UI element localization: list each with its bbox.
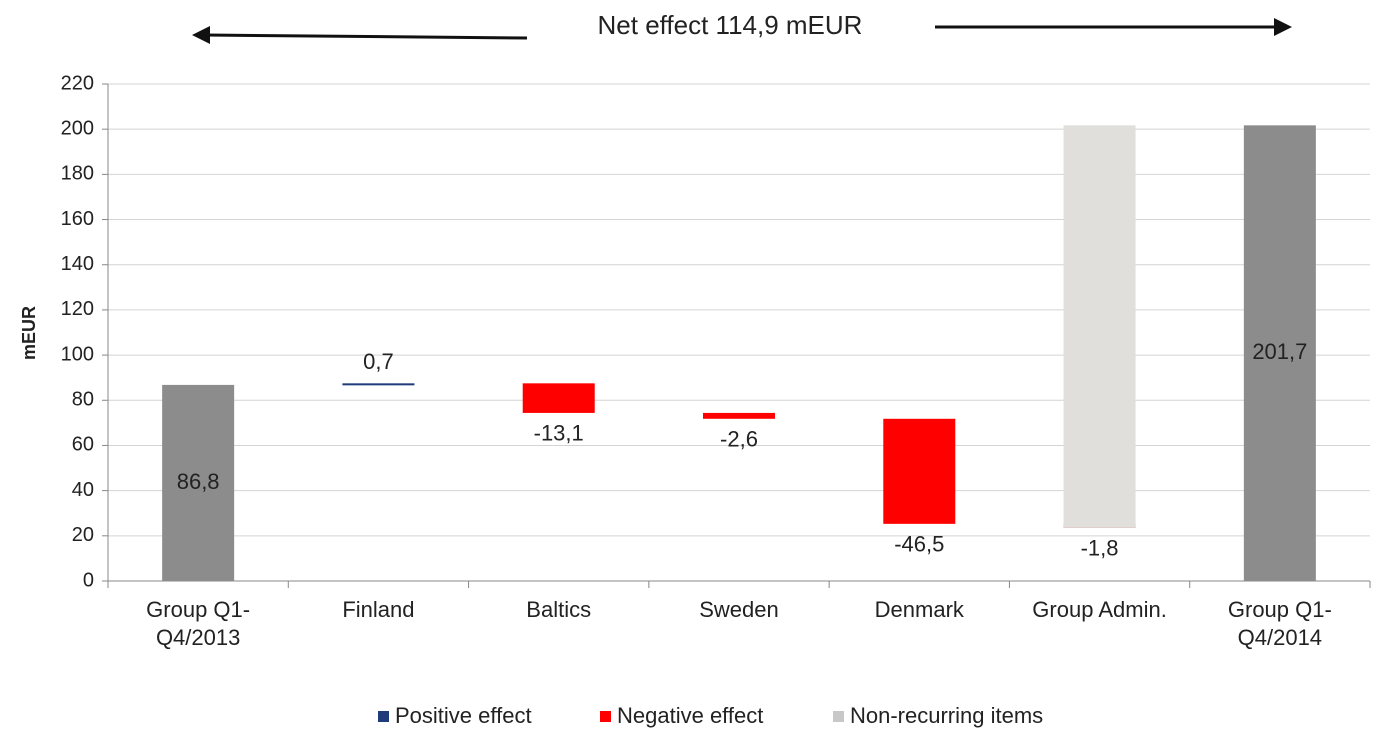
x-tick-label: Baltics xyxy=(526,597,592,622)
bar xyxy=(703,412,775,419)
y-axis-label: mEUR xyxy=(19,306,39,360)
x-tick-label: Finland xyxy=(342,597,415,622)
x-tick-label: Sweden xyxy=(699,597,779,622)
data-label: -1,8 xyxy=(1081,536,1119,561)
data-label: -46,5 xyxy=(894,532,944,557)
x-tick-label: Group Q1-Q4/2014 xyxy=(1227,597,1332,650)
data-label: -2,6 xyxy=(720,427,758,452)
y-tick-label: 220 xyxy=(61,72,94,94)
y-tick-label: 100 xyxy=(61,343,94,365)
y-tick-label: 40 xyxy=(72,479,94,501)
data-label: 0,7 xyxy=(363,349,394,374)
y-tick-label: 120 xyxy=(61,298,94,320)
y-tick-label: 200 xyxy=(61,117,94,139)
x-tick-label: Group Q1-Q4/2013 xyxy=(146,597,251,650)
y-tick-label: 60 xyxy=(72,434,94,456)
legend-label: Positive effect xyxy=(395,703,532,728)
y-tick-label: 0 xyxy=(83,569,94,591)
y-tick-label: 180 xyxy=(61,163,94,185)
data-label: 86,8 xyxy=(177,469,220,494)
bar xyxy=(883,418,956,524)
legend-label: Non-recurring items xyxy=(850,703,1043,728)
legend-swatch xyxy=(600,711,611,722)
legend-label: Negative effect xyxy=(617,703,763,728)
y-tick-label: 140 xyxy=(61,253,94,275)
y-tick-label: 80 xyxy=(72,389,94,411)
total-bar xyxy=(162,384,235,581)
legend-swatch xyxy=(833,711,844,722)
data-label: -13,1 xyxy=(534,421,584,446)
bar xyxy=(342,383,415,386)
chart-title: Net effect 114,9 mEUR xyxy=(598,10,863,40)
y-tick-label: 160 xyxy=(61,208,94,230)
x-tick-label: Denmark xyxy=(874,597,964,622)
bar xyxy=(522,383,595,413)
arrows xyxy=(192,18,1292,44)
x-tick-label: Group Admin. xyxy=(1032,597,1167,622)
bar xyxy=(1063,125,1136,528)
total-bar xyxy=(1243,125,1316,581)
data-label: 201,7 xyxy=(1252,339,1307,364)
legend-swatch xyxy=(378,711,389,722)
y-tick-label: 20 xyxy=(72,524,94,546)
